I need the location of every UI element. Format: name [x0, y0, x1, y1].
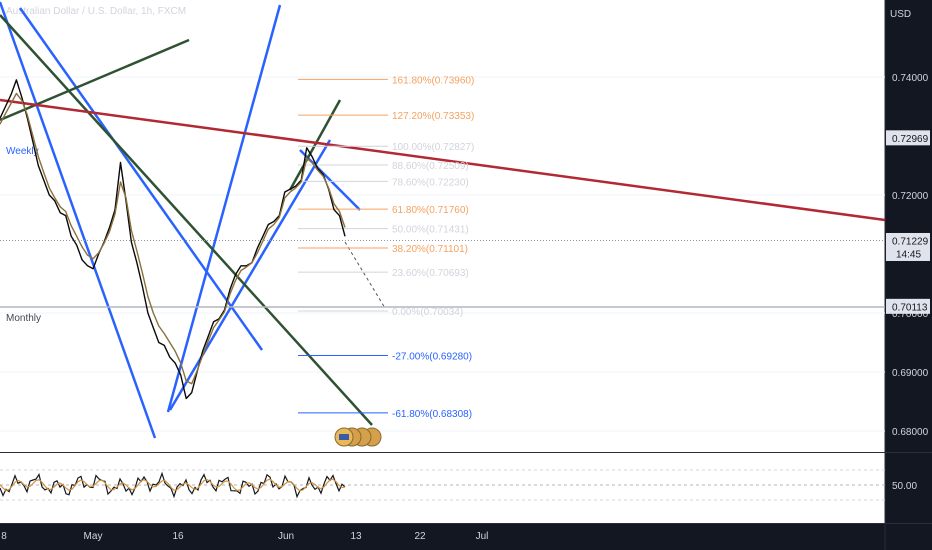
fib-level-label: -61.80%(0.68308): [392, 409, 472, 420]
price-series-line: [0, 92, 346, 385]
price-axis[interactable]: USD 0.74000 0.72000 0.70000 0.69000 0.68000 0.…: [0, 9, 930, 438]
trendline-green[interactable]: [0, 38, 190, 122]
fibonacci-extension[interactable]: 161.80%(0.73960) 127.20%(0.73353) 100.00%(…: [298, 75, 474, 420]
trendline-blue[interactable]: [18, 7, 264, 351]
indicator-tick-label: 50.00: [892, 481, 917, 492]
price-tag[interactable]: [886, 130, 930, 146]
price-tag-label: 0.70113: [892, 302, 928, 313]
time-axis[interactable]: 8 May 16 Jun 13 22 Jul: [1, 531, 488, 542]
main-pane[interactable]: [0, 0, 885, 452]
fib-level-label: 50.00%(0.71431): [392, 225, 469, 236]
time-axis-label: Jun: [278, 531, 294, 542]
trendline-blue[interactable]: [168, 139, 332, 411]
time-axis-label: 16: [172, 531, 184, 542]
flag-icon: [339, 434, 349, 440]
symbol-title: Australian Dollar / U.S. Dollar, 1h, FXC…: [6, 6, 186, 17]
time-axis-label: 8: [1, 531, 7, 542]
fib-level-label: 61.80%(0.71760): [392, 205, 469, 216]
price-axis-unit: USD: [890, 9, 911, 20]
bar-countdown: 14:45: [896, 249, 921, 260]
fib-level-label: 100.00%(0.72827): [392, 142, 474, 153]
time-axis-label: 13: [350, 531, 362, 542]
price-tag-label: 0.72969: [892, 134, 929, 145]
fib-level-label: 23.60%(0.70693): [392, 268, 469, 279]
trendline-blue[interactable]: [0, 1, 157, 439]
oscillator-signal-line: [0, 478, 346, 492]
price-tag[interactable]: [886, 232, 930, 261]
time-axis-label: 22: [414, 531, 426, 542]
trendline-blue[interactable]: [166, 4, 282, 413]
fib-level-label: 0.00%(0.70034): [392, 307, 463, 318]
time-axis-label: May: [84, 531, 103, 542]
fib-level-label: 161.80%(0.73960): [392, 75, 474, 86]
price-tick-label: 0.70000: [892, 309, 929, 320]
price-series-line: [0, 79, 346, 400]
trendline-blue[interactable]: [299, 149, 361, 211]
price-tick-label: 0.69000: [892, 368, 929, 379]
trendline-green[interactable]: [0, 14, 373, 426]
oscillator: 50.00: [0, 469, 917, 501]
weekly-label: Weekly: [6, 146, 39, 157]
event-badges[interactable]: [334, 427, 382, 447]
price-tick-label: 0.72000: [892, 191, 929, 202]
fib-level-label: 127.20%(0.73353): [392, 111, 474, 122]
oscillator-line: [0, 471, 346, 499]
price-tick-label: 0.74000: [892, 73, 929, 84]
price-tag[interactable]: [886, 298, 930, 314]
time-axis-label: Jul: [476, 531, 489, 542]
price-tag-label: 0.71229: [892, 236, 929, 247]
indicator-pane[interactable]: [0, 453, 885, 523]
trendline-red[interactable]: [0, 98, 886, 222]
fib-level-label: -27.00%(0.69280): [392, 351, 472, 362]
monthly-label: Monthly: [6, 313, 41, 324]
fib-level-label: 78.60%(0.72230): [392, 177, 469, 188]
price-series: [0, 79, 346, 400]
fib-level-label: 88.60%(0.72509): [392, 161, 469, 172]
projection-dashed-line: [344, 241, 386, 309]
price-tick-label: 0.68000: [892, 427, 929, 438]
fib-level-label: 38.20%(0.71101): [392, 244, 468, 255]
